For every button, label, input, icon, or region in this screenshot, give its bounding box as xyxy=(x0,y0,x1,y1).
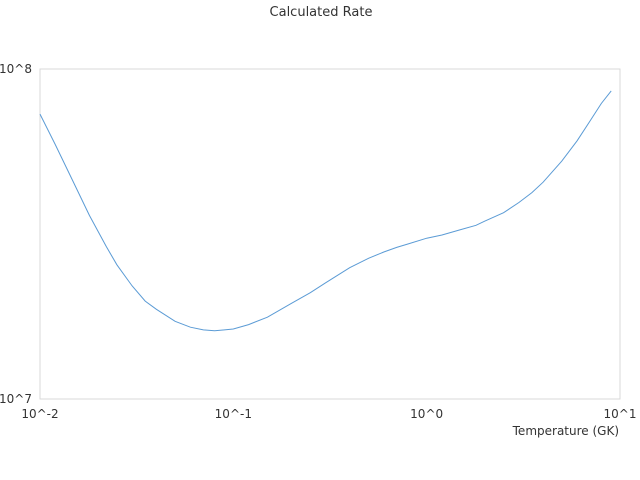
x-tick-label: 10^-1 xyxy=(215,407,252,421)
y-tick-label: 10^8 xyxy=(0,62,32,76)
series-line xyxy=(39,90,612,332)
y-tick-label: 10^7 xyxy=(0,392,32,406)
x-tick-label: 10^1 xyxy=(604,407,637,421)
x-tick-label: 10^0 xyxy=(410,407,443,421)
x-axis-label: Temperature (GK) xyxy=(512,424,619,438)
x-axis-ticks: 10^-2 10^-1 10^0 10^1 xyxy=(21,407,636,421)
chart-title: Calculated Rate xyxy=(270,5,373,20)
x-tick-label: 10^-2 xyxy=(21,407,58,421)
y-axis-ticks: 10^7 10^8 xyxy=(0,62,32,406)
plot-area-frame xyxy=(39,68,621,400)
